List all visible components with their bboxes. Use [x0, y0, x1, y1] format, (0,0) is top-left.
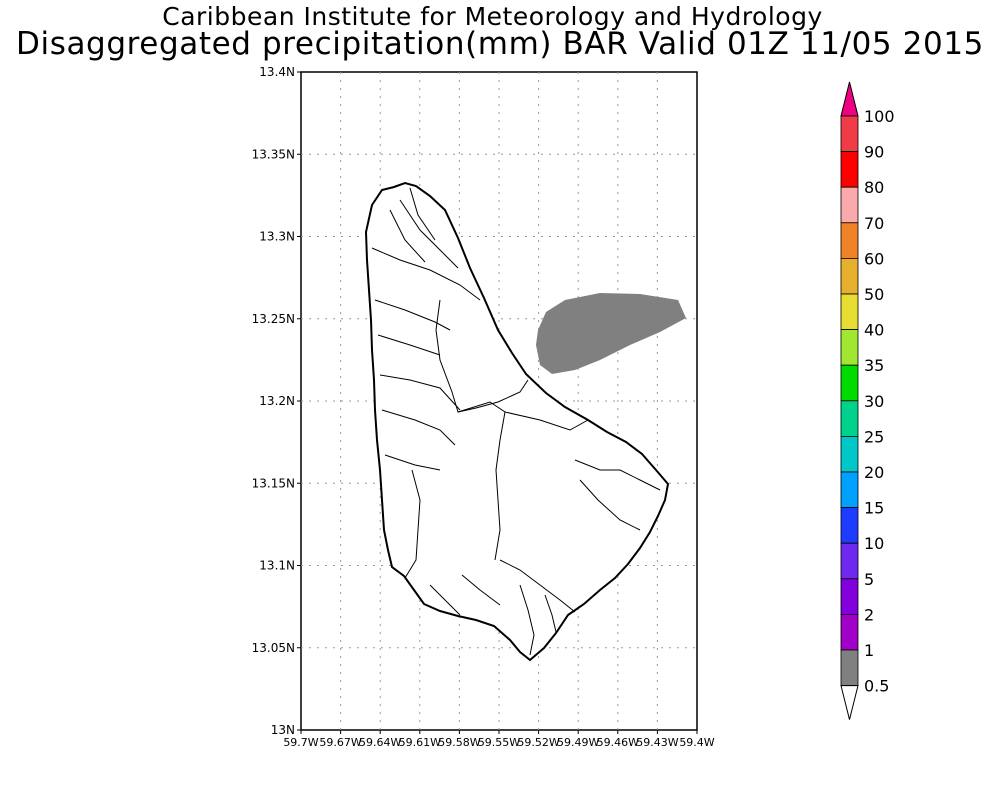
legend-swatch-40 — [840, 329, 859, 366]
legend-label-40: 40 — [864, 321, 884, 340]
lon-tick-label: 59.55W — [478, 736, 520, 749]
lon-tick-label: 59.7W — [283, 736, 318, 749]
lat-tick-label: 13.15N — [252, 476, 295, 490]
lon-tick-label: 59.49W — [557, 736, 599, 749]
legend-label-30: 30 — [864, 392, 884, 411]
legend-swatch-35 — [840, 364, 859, 402]
legend-label-15: 15 — [864, 499, 884, 518]
lat-tick-label: 13.05N — [252, 641, 295, 655]
legend-label-70: 70 — [864, 214, 884, 233]
precip-area-0.5-1mm — [536, 293, 686, 374]
legend-swatch-60 — [840, 257, 859, 295]
legend-label-5: 5 — [864, 570, 874, 589]
longitude-tick-labels: 59.7W 59.67W59.64W59.61W59.58W59.55W59.52… — [283, 730, 715, 749]
legend-swatch-25 — [840, 435, 859, 473]
legend-label-100: 100 — [864, 107, 895, 126]
legend-label-25: 25 — [864, 427, 884, 446]
lat-tick-label: 13.2N — [259, 394, 295, 408]
legend-label-10: 10 — [864, 534, 884, 553]
legend-swatch-15 — [840, 507, 859, 544]
legend-swatch-50 — [840, 293, 859, 330]
legend-overflow-triangle — [840, 81, 859, 117]
legend-label-90: 90 — [864, 143, 884, 162]
lat-tick-label: 13.35N — [252, 147, 295, 161]
legend-label-60: 60 — [864, 249, 884, 268]
lon-tick-label: 59.67W — [319, 736, 361, 749]
legend-swatch-90 — [840, 151, 859, 188]
legend-swatch-70 — [840, 222, 859, 259]
legend-swatch-20 — [840, 471, 859, 508]
lat-tick-label: 13.1N — [259, 559, 295, 573]
legend-swatch-5 — [840, 578, 859, 615]
chart-title-line2: Disaggregated precipitation(mm) BAR Vali… — [16, 26, 984, 62]
legend-label-2: 2 — [864, 605, 874, 624]
lat-tick-label: 13.25N — [252, 312, 295, 326]
legend-swatch-1 — [840, 649, 859, 686]
lon-tick-label: 59.64W — [359, 736, 401, 749]
lat-tick-label: 13.3N — [259, 230, 295, 244]
legend-swatch-80 — [840, 186, 859, 224]
lon-tick-label: 59.4W — [679, 736, 714, 749]
legend-label-1: 1 — [864, 641, 874, 660]
color-legend: 100 90 80 70 60 50 40 35 30 25 20 15 10 5 2 1 0.5 — [840, 81, 895, 720]
legend-label-35: 35 — [864, 356, 884, 375]
barbados-coastline — [364, 181, 670, 662]
latitude-tick-labels: 13.4N 13.35N 13.3N 13.25N 13.2N 13.15N 13.1N 13… — [252, 65, 301, 737]
legend-swatch-10 — [840, 542, 859, 580]
legend-label-20: 20 — [864, 463, 884, 482]
legend-swatch-2 — [840, 614, 859, 651]
lon-tick-label: 59.52W — [517, 736, 559, 749]
legend-underflow-triangle — [840, 685, 859, 720]
lon-tick-label: 59.43W — [636, 736, 678, 749]
legend-swatch-100 — [840, 115, 859, 152]
lat-tick-label: 13.4N — [259, 65, 295, 79]
legend-label-50: 50 — [864, 285, 884, 304]
lon-tick-label: 59.61W — [399, 736, 441, 749]
lon-tick-label: 59.46W — [597, 736, 639, 749]
legend-label-80: 80 — [864, 178, 884, 197]
chart-title-line1: Caribbean Institute for Meteorology and … — [162, 2, 823, 31]
lon-tick-label: 59.58W — [438, 736, 480, 749]
interior-boundaries — [371, 187, 661, 656]
lat-tick-label: 13N — [271, 723, 295, 737]
legend-label-0.5: 0.5 — [864, 677, 889, 696]
legend-swatch-30 — [840, 400, 859, 437]
